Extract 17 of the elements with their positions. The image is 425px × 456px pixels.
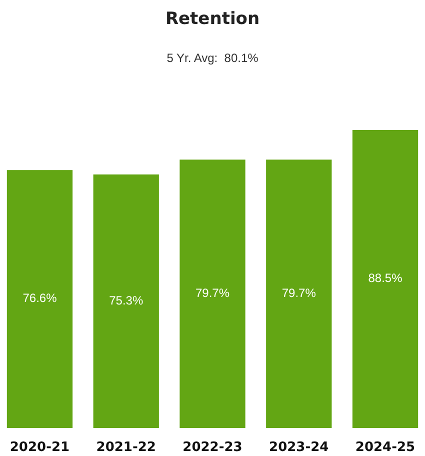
- data-label: 79.7%: [282, 286, 316, 300]
- bar: [93, 174, 159, 428]
- bar: [180, 160, 246, 428]
- data-label: 88.5%: [368, 271, 403, 286]
- x-tick-label: 2024-25: [355, 440, 416, 455]
- data-label: 75.3%: [109, 293, 144, 308]
- bar: [6, 170, 73, 428]
- data-label: 79.7%: [195, 286, 230, 300]
- x-tick-label: 2020-21: [10, 440, 70, 455]
- x-tick-label: 2023-24: [269, 440, 329, 455]
- data-label: 76.6%: [22, 291, 58, 306]
- bar: [352, 130, 418, 428]
- bar: [266, 160, 332, 428]
- chart-subtitle: 5 Yr. Avg: 80.1%: [166, 51, 259, 65]
- x-tick-label: 2021-22: [96, 440, 156, 455]
- x-tick-label: 2022-23: [182, 440, 242, 455]
- chart-title: Retention: [165, 9, 260, 29]
